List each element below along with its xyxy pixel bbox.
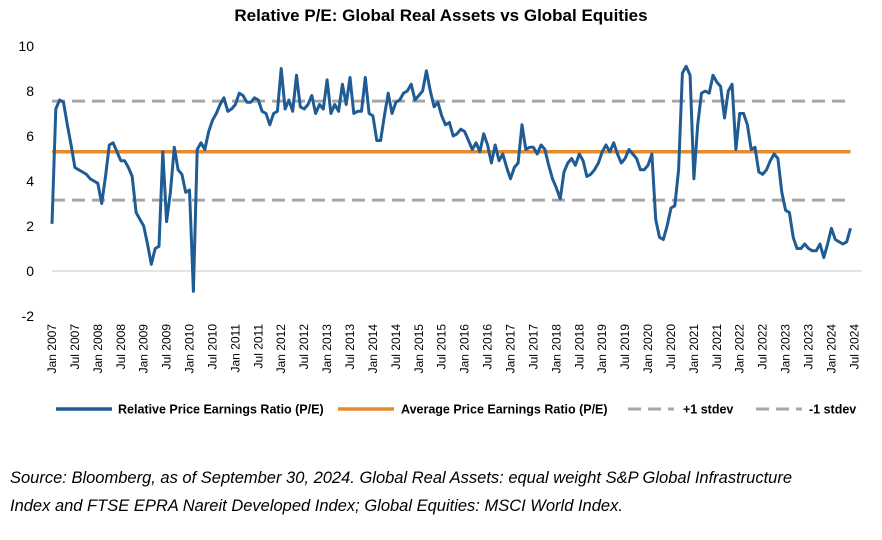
x-tick-label: Jan 2022	[733, 324, 747, 374]
x-tick-label: Jan 2016	[458, 324, 472, 374]
x-tick-label: Jul 2013	[343, 324, 357, 370]
relative-pe-line-chart: -2 0 2 4 6 8 10 Jan 2007 Jul 2007 Jan 2008 Jul 20…	[18, 38, 862, 417]
x-tick-label: Jul 2023	[802, 324, 816, 370]
x-tick-label: Jan 2015	[412, 324, 426, 374]
x-tick-label: Jan 2014	[366, 324, 380, 374]
legend-label-average-price-earnings-ratio-p-e: Average Price Earnings Ratio (P/E)	[401, 403, 608, 417]
source-footnote: Source: Bloomberg, as of September 30, 2…	[10, 464, 872, 520]
x-tick-label: Jul 2012	[297, 324, 311, 370]
y-tick-label: -2	[22, 308, 35, 324]
x-tick-label: Jan 2020	[641, 324, 655, 374]
x-tick-label: Jan 2007	[45, 324, 59, 374]
series-line-relative-price-earnings-ratio-p-e	[50, 64, 852, 293]
x-tick-label: Jan 2013	[320, 324, 334, 374]
x-tick-label: Jul 2011	[251, 324, 265, 369]
x-tick-label: Jul 2010	[206, 324, 220, 370]
y-axis-tick-labels: -2 0 2 4 6 8 10	[18, 38, 34, 324]
y-tick-label: 0	[26, 263, 34, 279]
x-tick-label: Jan 2021	[687, 324, 701, 374]
legend-label-1-stdev: -1 stdev	[809, 403, 856, 417]
legend-label-relative-price-earnings-ratio-p-e: Relative Price Earnings Ratio (P/E)	[118, 403, 324, 417]
legend-label-1-stdev: +1 stdev	[683, 403, 733, 417]
x-tick-label: Jul 2019	[618, 324, 632, 370]
x-tick-label: Jul 2020	[664, 324, 678, 370]
chart-title: Relative P/E: Global Real Assets vs Glob…	[234, 6, 648, 25]
x-tick-label: Jul 2014	[389, 324, 403, 370]
x-axis-tick-labels: Jan 2007 Jul 2007 Jan 2008 Jul 2008 Jan 2009…	[45, 324, 861, 374]
x-tick-label: Jul 2024	[847, 324, 861, 370]
y-tick-label: 6	[26, 128, 34, 144]
x-tick-label: Jan 2024	[824, 324, 838, 374]
x-tick-label: Jul 2009	[160, 324, 174, 370]
footnote-line-1: Source: Bloomberg, as of September 30, 2…	[10, 469, 793, 487]
x-tick-label: Jan 2023	[779, 324, 793, 374]
x-tick-label: Jul 2007	[68, 324, 82, 370]
y-tick-label: 8	[26, 83, 34, 99]
x-tick-label: Jul 2017	[526, 324, 540, 370]
x-tick-label: Jan 2012	[274, 324, 288, 374]
y-tick-label: 10	[18, 38, 34, 54]
x-tick-label: Jul 2016	[481, 324, 495, 370]
y-tick-label: 2	[26, 218, 34, 234]
x-tick-label: Jul 2008	[114, 324, 128, 370]
chart-legend: Relative Price Earnings Ratio (P/E) Avera…	[56, 403, 856, 417]
y-tick-label: 4	[26, 173, 34, 189]
x-tick-label: Jan 2010	[183, 324, 197, 374]
x-tick-label: Jan 2011	[228, 324, 242, 373]
x-tick-label: Jul 2018	[572, 324, 586, 370]
x-tick-label: Jul 2022	[756, 324, 770, 370]
x-tick-label: Jan 2017	[504, 324, 518, 374]
x-tick-label: Jan 2018	[549, 324, 563, 374]
x-tick-label: Jan 2008	[91, 324, 105, 374]
x-tick-label: Jul 2021	[710, 324, 724, 370]
x-tick-label: Jan 2009	[137, 324, 151, 374]
x-tick-label: Jan 2019	[595, 324, 609, 374]
footnote-line-2: Index and FTSE EPRA Nareit Developed Ind…	[10, 497, 623, 515]
series-lines	[50, 64, 852, 293]
x-tick-label: Jul 2015	[435, 324, 449, 370]
